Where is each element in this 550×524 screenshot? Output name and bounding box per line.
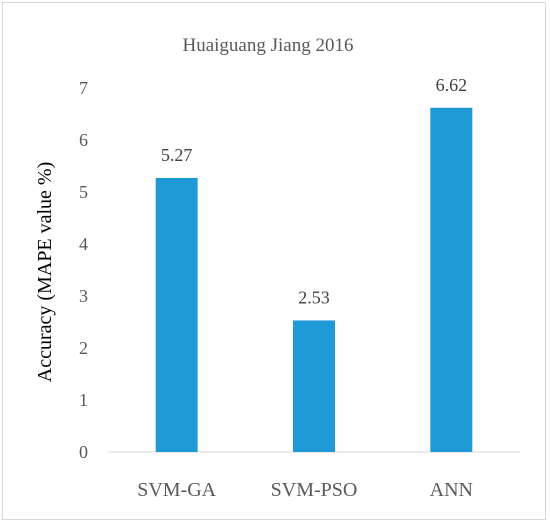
y-axis-ticks: 0 1 2 3 4 5 6 7 xyxy=(79,78,88,462)
y-tick-label: 2 xyxy=(79,338,88,358)
x-category-label: SVM-PSO xyxy=(271,479,358,501)
data-label: 6.62 xyxy=(436,75,468,95)
data-label: 5.27 xyxy=(161,145,193,165)
y-tick-label: 4 xyxy=(79,234,88,254)
bars xyxy=(155,107,473,452)
y-tick-label: 6 xyxy=(79,130,88,150)
y-tick-label: 5 xyxy=(79,182,88,202)
data-label: 2.53 xyxy=(298,287,330,307)
y-tick-label: 0 xyxy=(79,442,88,462)
y-tick-label: 1 xyxy=(79,390,88,410)
data-labels: 5.27 2.53 6.62 xyxy=(161,75,467,308)
bar-svm-ga xyxy=(155,177,198,452)
y-tick-label: 3 xyxy=(79,286,88,306)
x-category-label: SVM-GA xyxy=(137,479,216,501)
y-axis-label: Accuracy (MAPE value %) xyxy=(34,162,56,382)
x-axis-categories: SVM-GA SVM-PSO ANN xyxy=(137,479,473,501)
chart-title: Huaiguang Jiang 2016 xyxy=(183,35,354,56)
bar-svm-pso xyxy=(293,320,335,452)
y-tick-label: 7 xyxy=(79,78,88,98)
bar-ann xyxy=(430,107,473,452)
x-category-label: ANN xyxy=(430,479,473,501)
